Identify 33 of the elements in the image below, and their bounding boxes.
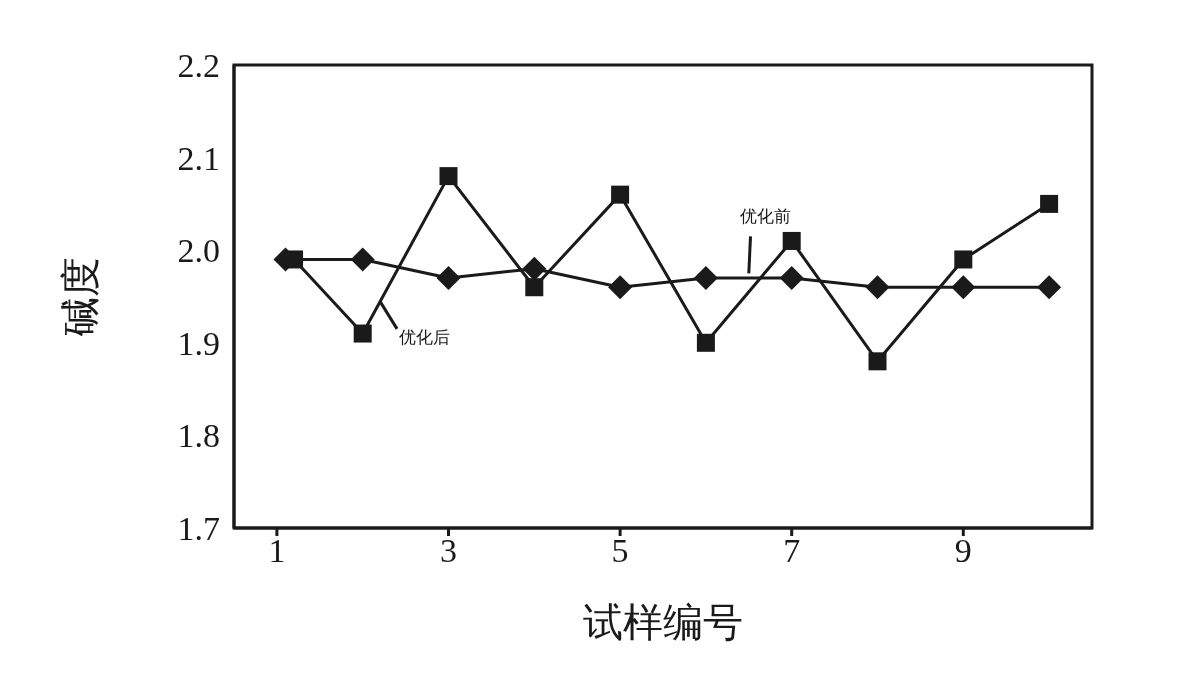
point — [525, 278, 544, 297]
point — [353, 324, 372, 343]
point — [522, 256, 547, 281]
y-tick-label: 1.9 — [177, 324, 220, 362]
point — [868, 352, 887, 371]
point — [350, 247, 375, 272]
point — [779, 265, 804, 290]
y-tick-label: 1.8 — [177, 417, 220, 455]
point — [696, 333, 715, 352]
x-tick-label: 5 — [611, 532, 629, 570]
x-tick-label: 7 — [783, 532, 801, 570]
point — [951, 275, 976, 300]
y-tick-label: 2.2 — [177, 47, 220, 85]
text: 优化前 — [740, 207, 792, 227]
x-tick-label: 9 — [954, 532, 972, 570]
point — [693, 265, 718, 290]
x-tick-label: 1 — [268, 532, 286, 570]
x-tick-label: 3 — [440, 532, 457, 570]
point — [954, 250, 973, 269]
point — [1037, 275, 1062, 300]
point — [608, 275, 633, 300]
point — [782, 231, 801, 250]
x-axis-title: 试样编号 — [583, 600, 743, 646]
point — [865, 275, 890, 300]
point — [436, 265, 461, 290]
y-tick-label: 1.7 — [177, 510, 220, 548]
y-tick-label: 2.0 — [177, 232, 220, 270]
legend-label: 优化后 — [398, 327, 450, 347]
point — [611, 185, 630, 204]
y-axis-title: 碱度 — [58, 256, 104, 337]
y-tick-label: 2.1 — [177, 139, 220, 177]
point — [439, 167, 458, 186]
point — [1040, 194, 1059, 213]
